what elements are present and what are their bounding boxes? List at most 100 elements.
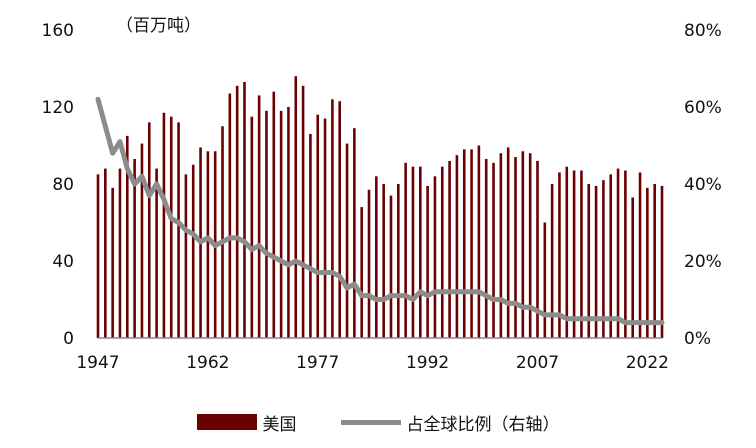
bar: [140, 143, 144, 338]
y-left-tick-label: 160: [42, 21, 74, 41]
bar: [382, 184, 385, 338]
bar: [609, 174, 613, 339]
bar: [221, 126, 224, 338]
legend-label-bars: 美国: [262, 414, 297, 435]
bar: [492, 162, 495, 338]
bar: [506, 147, 510, 338]
legend-item-bars: 美国: [196, 410, 297, 435]
bar: [499, 153, 503, 338]
bar: [111, 187, 114, 338]
bar: [323, 118, 327, 338]
bar: [433, 176, 437, 338]
legend-item-line: 占全球比例（右轴）: [340, 410, 560, 435]
bar: [543, 222, 547, 338]
bar: [184, 174, 188, 339]
x-tick-label: 1962: [186, 353, 229, 373]
unit-label: （百万吨）: [116, 16, 201, 36]
y-right-tick-label: 40%: [684, 175, 722, 195]
bar: [638, 172, 642, 338]
bar: [375, 176, 378, 338]
bar: [360, 207, 363, 338]
legend: 美国 占全球比例（右轴）: [0, 408, 756, 436]
bar: [338, 101, 342, 338]
y-right-tick-label: 20%: [684, 252, 722, 272]
bar: [265, 110, 268, 338]
bar: [550, 184, 554, 338]
bar: [477, 145, 481, 338]
bar: [440, 166, 444, 338]
bar: [653, 184, 656, 338]
bar: [331, 99, 334, 338]
y-right-tick-label: 0%: [684, 329, 711, 349]
bar: [243, 81, 246, 338]
bar: [565, 166, 569, 338]
bar: [206, 151, 210, 338]
bar: [191, 164, 195, 338]
bar: [133, 158, 136, 338]
bar: [572, 170, 576, 338]
y-right-tick-label: 80%: [684, 21, 722, 41]
bar: [353, 128, 356, 338]
x-tick-label: 1977: [296, 353, 339, 373]
bar: [660, 185, 664, 338]
y-right-tick-label: 60%: [684, 98, 722, 118]
bar-series: [96, 76, 664, 339]
y-left-tick-label: 40: [52, 252, 74, 272]
bar: [484, 158, 488, 338]
bar: [558, 172, 561, 338]
bar: [169, 116, 173, 339]
bar: [287, 107, 290, 338]
y-axis-left: 0 40 80 120 160: [42, 21, 74, 349]
bar: [462, 149, 466, 338]
bar: [521, 151, 525, 338]
bar: [345, 143, 349, 338]
bar: [624, 170, 627, 338]
y-left-tick-label: 0: [63, 329, 74, 349]
legend-label-line: 占全球比例（右轴）: [406, 414, 560, 435]
bar: [228, 93, 232, 338]
bar: [646, 187, 649, 338]
bar: [418, 166, 422, 338]
bar: [631, 197, 634, 338]
x-axis: 1947 1962 1977 1992 2007 2022: [76, 353, 669, 373]
bar: [411, 166, 415, 338]
bar: [162, 112, 166, 338]
bar: [616, 168, 620, 338]
bar: [536, 160, 539, 338]
bar: [155, 168, 158, 338]
bar: [96, 174, 100, 339]
bar: [272, 91, 276, 338]
bar: [126, 135, 129, 339]
bar: [316, 114, 320, 338]
share-line: [95, 96, 665, 326]
y-left-tick-label: 80: [52, 175, 74, 195]
bar: [514, 157, 517, 338]
x-tick-label: 2007: [516, 353, 559, 373]
x-tick-label: 2022: [626, 353, 669, 373]
bar: [426, 185, 429, 338]
bar: [301, 85, 305, 338]
bar: [257, 95, 261, 338]
bar: [294, 76, 298, 338]
bar: [389, 195, 393, 338]
y-axis-right: 0% 20% 40% 60% 80%: [684, 21, 722, 349]
bar: [602, 180, 605, 338]
legend-swatch-line: [340, 419, 401, 425]
bar: [455, 155, 459, 339]
bar: [279, 110, 283, 338]
x-tick-label: 1947: [76, 353, 119, 373]
bar: [448, 160, 451, 338]
chart: 1947 1962 1977 1992 2007 2022 0 40 80 120 160 0% 2…: [42, 16, 722, 373]
bar: [404, 162, 407, 338]
bar: [235, 85, 239, 338]
y-left-tick-label: 120: [42, 98, 74, 118]
x-tick-label: 1992: [406, 353, 449, 373]
bar: [250, 116, 254, 339]
bar: [594, 185, 598, 338]
bar: [104, 168, 107, 338]
bar: [397, 184, 400, 338]
bar: [309, 133, 312, 338]
bar: [580, 170, 583, 338]
bar: [470, 149, 473, 338]
bar: [528, 153, 532, 338]
